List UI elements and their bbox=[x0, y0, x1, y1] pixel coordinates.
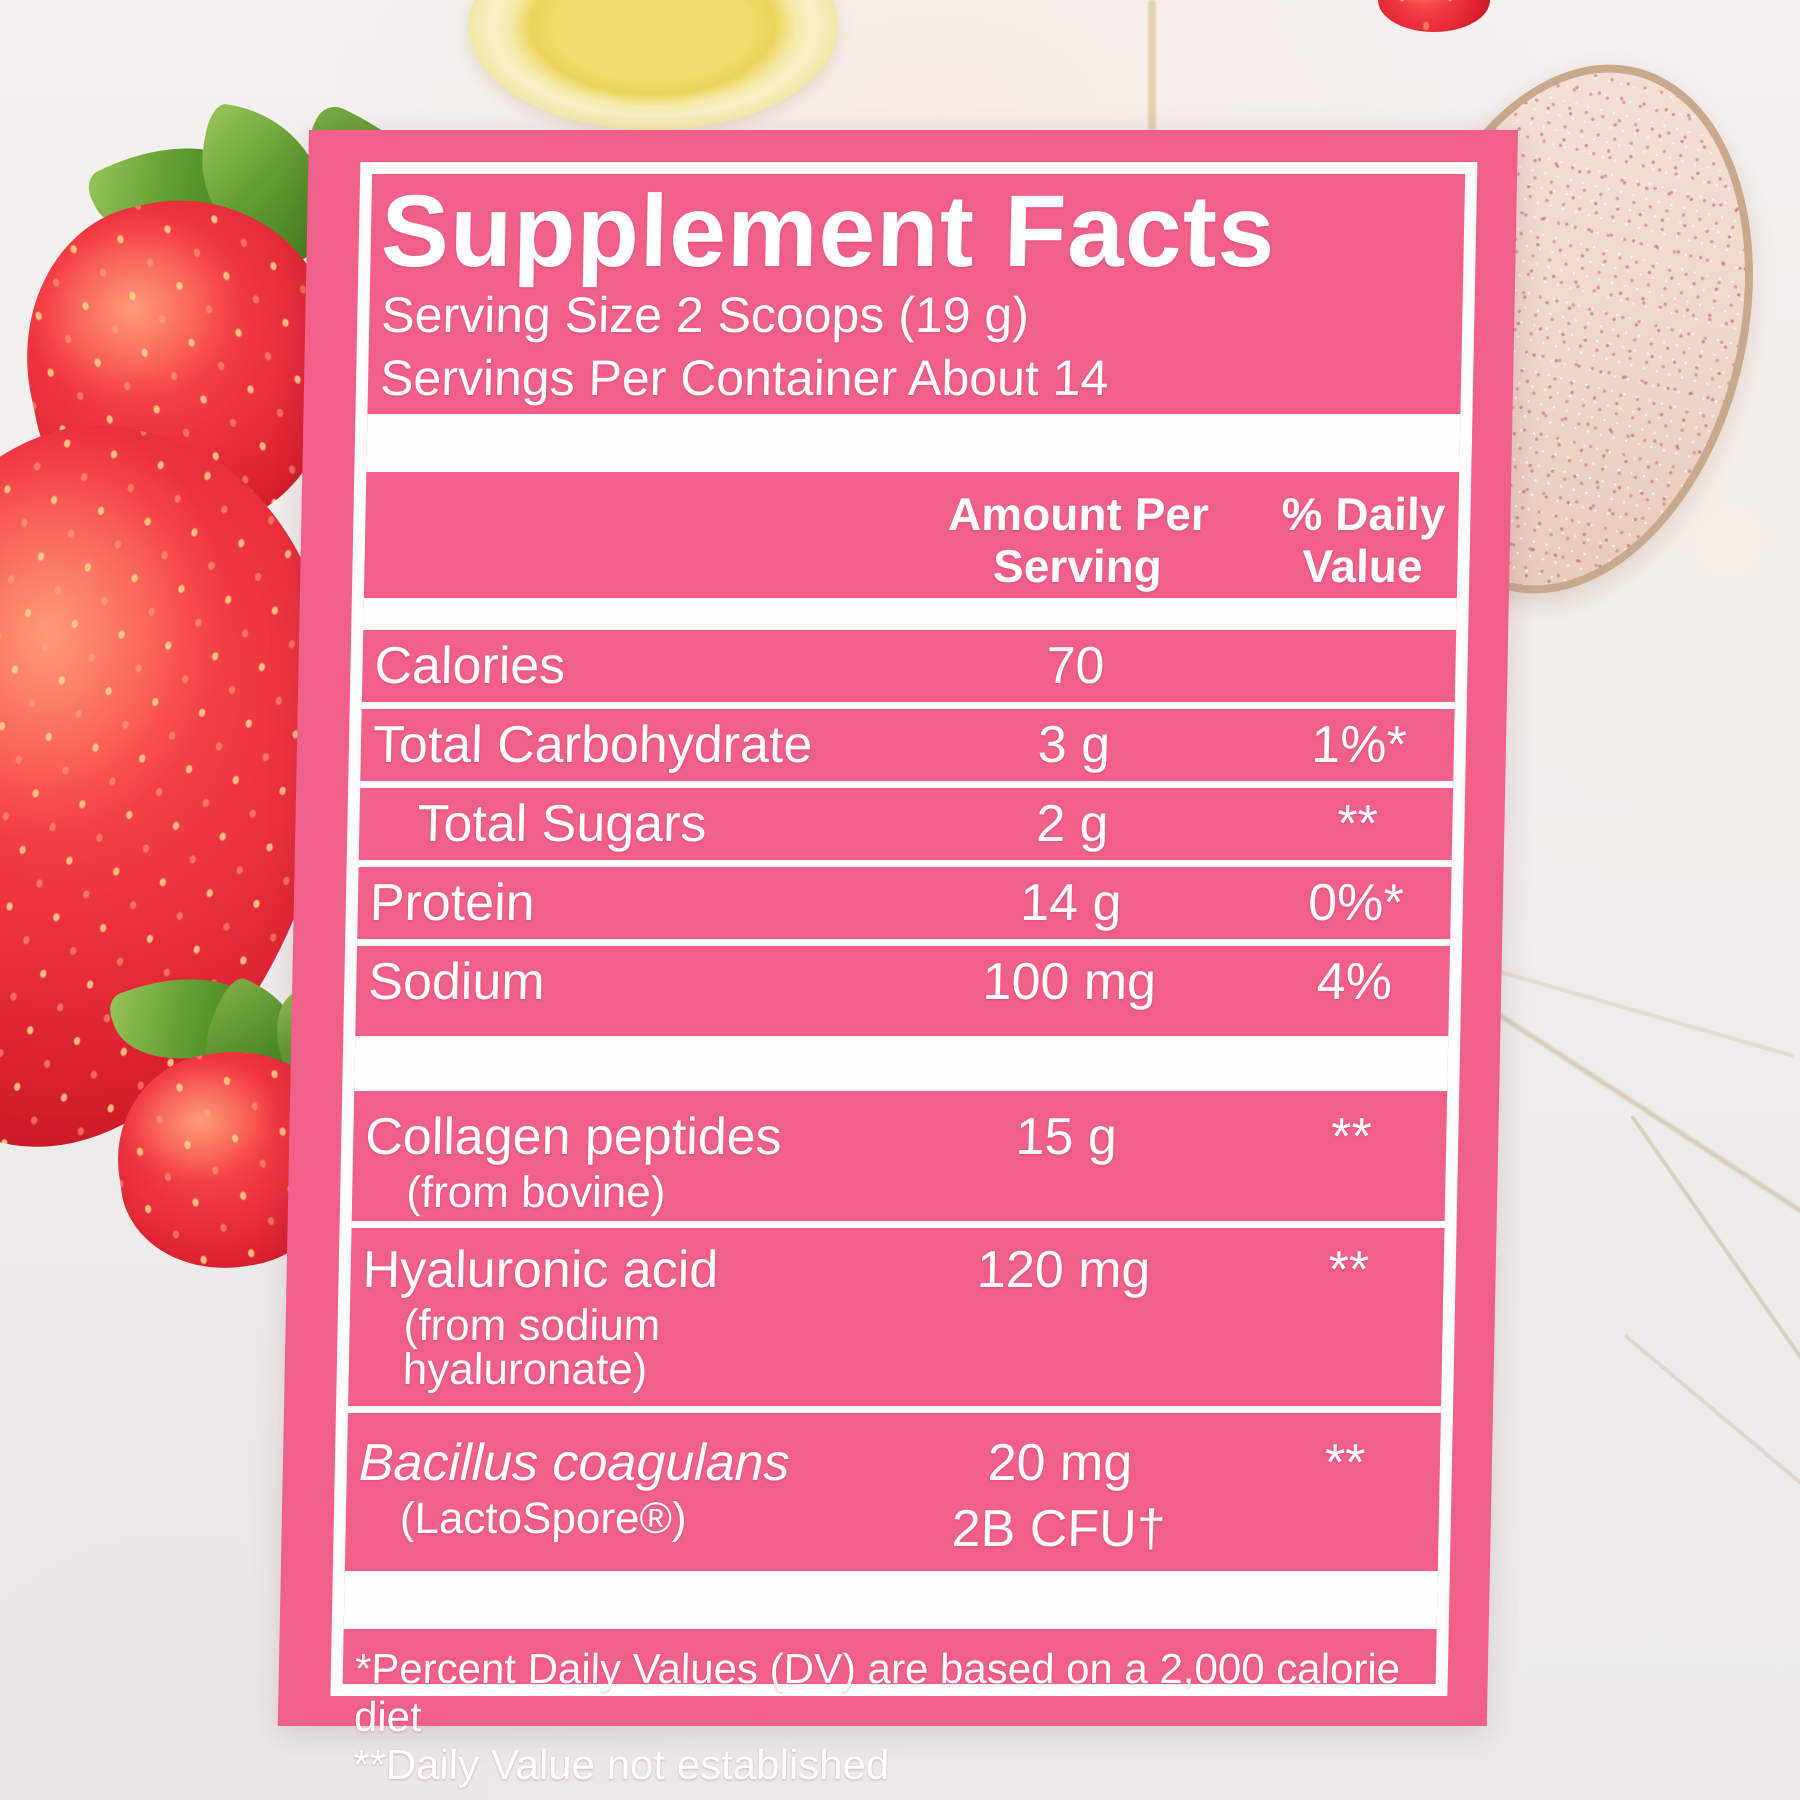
table-row: Bacillus coagulans (LactoSpore®) 20 mg 2… bbox=[345, 1413, 1441, 1567]
nutrient-amount: 3 g bbox=[1037, 716, 1111, 774]
nutrient-name: Protein bbox=[369, 874, 536, 932]
nutrient-name: Total Sugars bbox=[416, 795, 708, 853]
ingredient-dv: ** bbox=[1327, 1241, 1370, 1299]
label-border: Supplement Facts Serving Size 2 Scoops (… bbox=[330, 162, 1478, 1788]
separator-bar bbox=[343, 1571, 1438, 1629]
ingredient-amount: 15 g bbox=[1015, 1108, 1118, 1166]
label-title: Supplement Facts bbox=[379, 174, 1277, 288]
ingredient-source: (LactoSpore®) bbox=[399, 1494, 688, 1543]
nutrient-amount: 70 bbox=[1046, 637, 1106, 695]
footnote-daily-values: *Percent Daily Values (DV) are based on … bbox=[353, 1645, 1401, 1740]
divider-line bbox=[357, 939, 1451, 946]
table-row: Calories 70 bbox=[362, 630, 1456, 702]
table-row: Hyaluronic acid (from sodium hyaluronate… bbox=[348, 1228, 1444, 1406]
table-header: Amount Per Serving % Daily Value bbox=[364, 488, 1459, 592]
table-row: Protein 14 g 0%* bbox=[357, 867, 1451, 939]
ingredient-amount-cfu: 2B CFU† bbox=[951, 1500, 1167, 1558]
nutrient-amount: 100 mg bbox=[982, 953, 1157, 1011]
servings-per-container: Servings Per Container About 14 bbox=[379, 350, 1109, 406]
nutrient-dv: ** bbox=[1336, 795, 1379, 853]
ingredient-source: (from sodium hyaluronate) bbox=[402, 1301, 661, 1394]
marble-vein bbox=[1148, 0, 1156, 132]
divider-line bbox=[358, 860, 1452, 867]
nutrient-name: Total Carbohydrate bbox=[372, 716, 813, 774]
ingredient-name: Collagen peptides bbox=[364, 1108, 783, 1166]
divider-line bbox=[360, 781, 1454, 788]
nutrient-dv: 1%* bbox=[1310, 716, 1408, 774]
nutrient-dv: 0%* bbox=[1307, 874, 1405, 932]
column-header-amount: Amount Per Serving bbox=[947, 488, 1210, 592]
ingredient-source: (from bovine) bbox=[405, 1168, 666, 1217]
table-row: Total Sugars 2 g ** bbox=[359, 788, 1453, 860]
column-header-daily-value: % Daily Value bbox=[1281, 488, 1446, 592]
ingredient-name: Hyaluronic acid bbox=[362, 1241, 719, 1299]
separator-bar bbox=[354, 1036, 1449, 1091]
separator-bar bbox=[366, 414, 1461, 472]
separator-bar bbox=[363, 598, 1457, 630]
ingredient-amount: 20 mg bbox=[987, 1434, 1133, 1492]
ingredient-dv: ** bbox=[1330, 1108, 1373, 1166]
footnote-not-established: **Daily Value not established bbox=[352, 1741, 890, 1788]
nutrient-amount: 14 g bbox=[1019, 874, 1123, 932]
table-row: Sodium 100 mg 4% bbox=[356, 946, 1450, 1018]
nutrient-amount: 2 g bbox=[1035, 795, 1110, 853]
nutrient-dv: 4% bbox=[1316, 953, 1393, 1011]
ingredient-name: Bacillus coagulans bbox=[358, 1434, 791, 1492]
table-row: Total Carbohydrate 3 g 1%* bbox=[360, 709, 1454, 781]
nutrient-name: Sodium bbox=[367, 953, 546, 1011]
nutrient-name: Calories bbox=[373, 637, 566, 695]
divider-line bbox=[361, 702, 1455, 709]
supplement-facts-label: Supplement Facts Serving Size 2 Scoops (… bbox=[277, 130, 1519, 1788]
serving-size: Serving Size 2 Scoops (19 g) bbox=[380, 287, 1030, 343]
table-row: Collagen peptides (from bovine) 15 g ** bbox=[352, 1091, 1448, 1221]
divider-line bbox=[351, 1221, 1445, 1228]
ingredient-amount: 120 mg bbox=[976, 1241, 1151, 1299]
ingredient-dv: ** bbox=[1324, 1434, 1366, 1492]
divider-line bbox=[347, 1406, 1442, 1413]
